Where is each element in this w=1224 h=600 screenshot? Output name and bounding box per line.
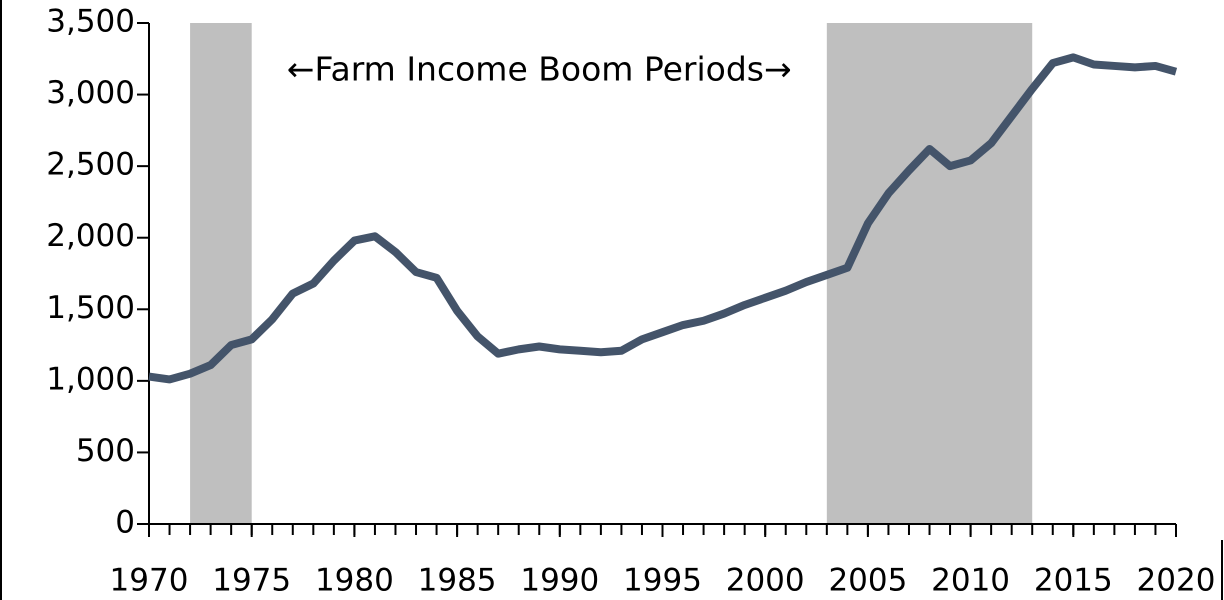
y-tick-label: 3,500	[46, 4, 135, 40]
y-tick-label: 2,000	[46, 218, 135, 254]
x-tick-label: 2020	[1137, 563, 1216, 599]
annotation: ←Farm Income Boom Periods→	[287, 50, 792, 89]
x-tick-label: 1970	[110, 563, 189, 599]
x-tick-label: 1990	[520, 563, 599, 599]
y-tick-label: 500	[76, 433, 135, 469]
x-tick-label: 1975	[212, 563, 291, 599]
y-tick-label: 2,500	[46, 147, 135, 183]
data-line	[148, 53, 1178, 384]
x-tick-label: 1985	[418, 563, 497, 599]
y-tick-label: 0	[115, 505, 135, 541]
x-tick-label: 1980	[315, 563, 394, 599]
y-tick-label: 3,000	[46, 75, 135, 111]
x-tick-label: 2005	[828, 563, 907, 599]
x-tick-label: 2010	[931, 563, 1010, 599]
shaded-period	[826, 23, 1033, 524]
x-tick-label: 1995	[623, 563, 702, 599]
shaded-period	[190, 23, 252, 524]
x-tick-label: 2000	[726, 563, 805, 599]
y-tick-label: 1,000	[46, 361, 135, 397]
y-tick-label: 1,500	[46, 290, 135, 326]
x-tick-label: 2015	[1034, 563, 1113, 599]
